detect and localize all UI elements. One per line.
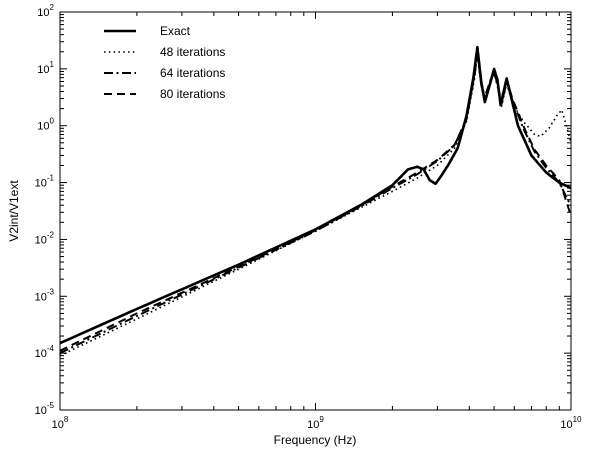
legend-label-2: 48 iterations [160,45,225,59]
y-tick-label: 10-3 [35,287,55,303]
x-tick-label: 108 [52,415,69,431]
y-axis-label: V2int/V1ext [7,180,21,242]
x-axis-label: Frequency (Hz) [274,433,357,447]
series-line-4 [60,49,571,352]
y-tick-label: 10-4 [35,344,55,360]
y-tick-label: 102 [37,3,54,19]
legend-label-4: 80 iterations [160,87,225,101]
legend-label-1: Exact [160,24,191,38]
legend-label-3: 64 iterations [160,66,225,80]
x-tick-label: 1010 [560,415,582,431]
y-tick-label: 101 [37,60,54,76]
y-tick-label: 10-5 [35,401,55,417]
series-layer [60,45,571,357]
y-tick-label: 100 [37,117,54,133]
y-tick-label: 10-1 [35,174,55,190]
series-line-3 [60,50,571,355]
x-tick-label: 109 [307,415,324,431]
axes-layer: 108 109 1010 10-5 10-4 10-3 10-2 10-1 100 101 102 [35,3,582,431]
y-tick-label: 10-2 [35,230,55,246]
legend: Exact 48 iterations 64 iterations 80 iterat… [104,24,225,101]
